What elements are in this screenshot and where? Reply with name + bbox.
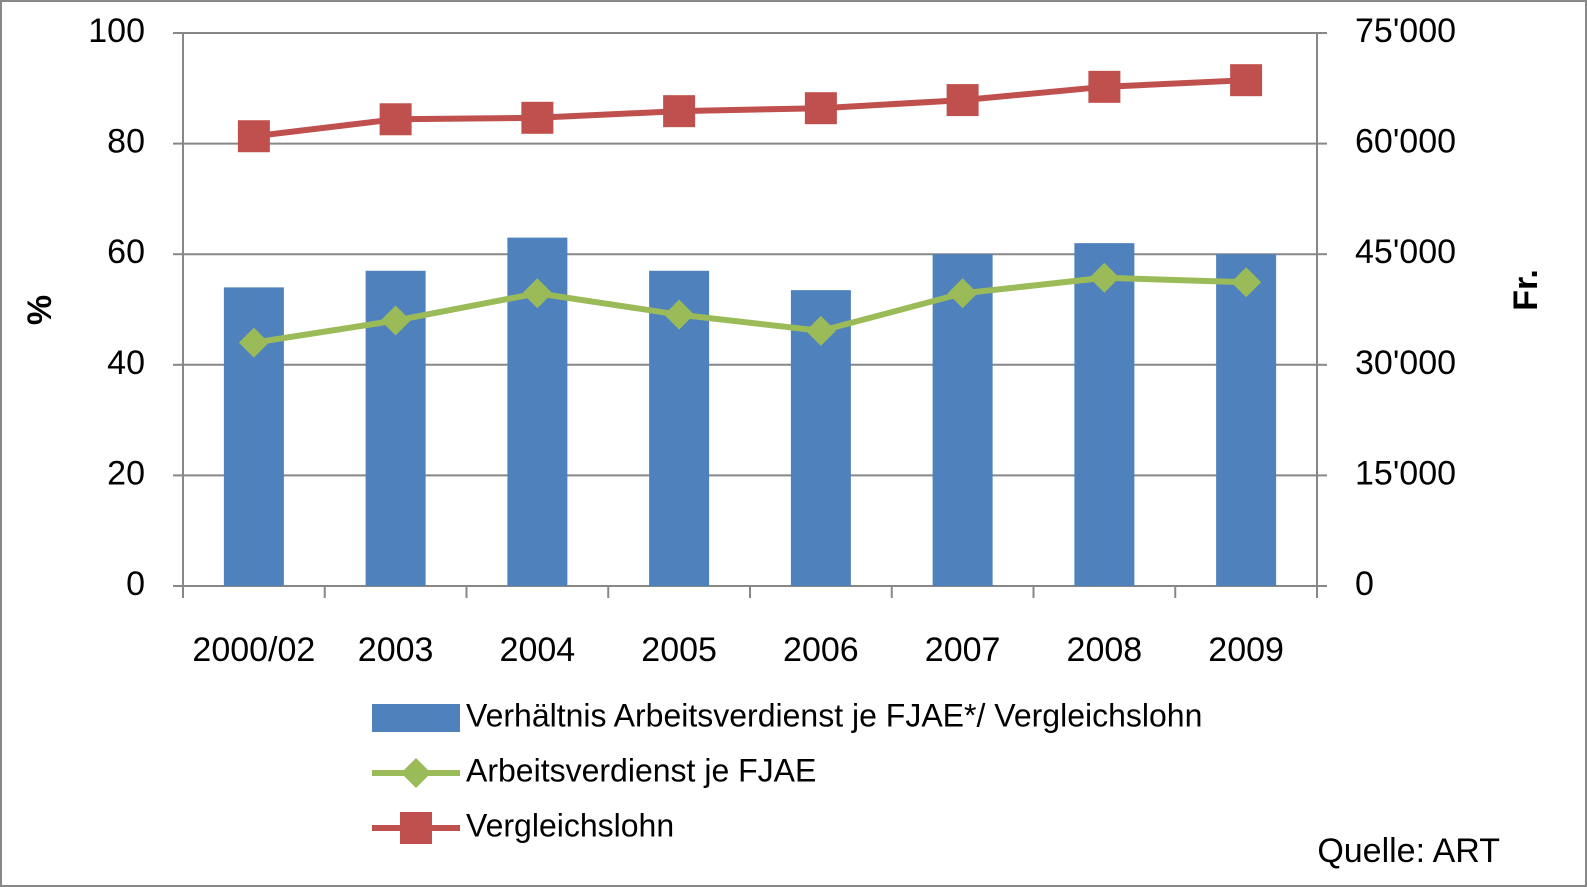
x-tick-label: 2008: [1067, 631, 1143, 669]
y-tick-label: 20: [107, 454, 145, 492]
bar: [932, 254, 993, 586]
y-tick-label: 80: [107, 123, 145, 161]
marker: [1089, 262, 1120, 293]
y2-axis-label: Fr.: [1507, 269, 1545, 311]
line: [253, 274, 1247, 346]
bar: [1074, 243, 1135, 586]
marker: [379, 103, 412, 136]
y2-tick-label: 75'000: [1355, 12, 1456, 50]
y-axis-label: %: [21, 295, 59, 325]
bar: [1216, 254, 1277, 586]
y2-tick-label: 0: [1355, 565, 1374, 603]
marker: [238, 327, 269, 358]
source-note: Quelle: ART: [1317, 832, 1500, 870]
marker: [805, 315, 836, 346]
legend-swatch: [372, 704, 460, 732]
y-tick-label: 0: [126, 565, 145, 603]
legend-label: Verhältnis Arbeitsverdienst je FJAE*/ Ve…: [466, 697, 1202, 733]
marker: [804, 92, 837, 125]
marker: [1230, 64, 1263, 97]
legend-label: Arbeitsverdienst je FJAE: [466, 752, 816, 788]
x-tick-label: 2009: [1208, 631, 1284, 669]
marker: [947, 278, 978, 309]
y-tick-label: 40: [107, 344, 145, 382]
y2-tick-label: 30'000: [1355, 344, 1456, 382]
marker: [946, 84, 979, 117]
x-tick-label: 2007: [925, 631, 1001, 669]
marker: [663, 95, 696, 128]
line: [253, 77, 1247, 140]
x-tick-label: 2005: [641, 631, 717, 669]
x-tick-label: 2000/02: [192, 631, 315, 669]
x-tick-label: 2006: [783, 631, 859, 669]
marker: [1231, 267, 1262, 298]
x-tick-label: 2003: [358, 631, 434, 669]
marker: [521, 101, 554, 134]
y2-tick-label: 15'000: [1355, 454, 1456, 492]
marker: [380, 305, 411, 336]
legend-marker: [401, 758, 431, 788]
legend-label: Vergleichslohn: [466, 807, 674, 843]
y2-tick-label: 45'000: [1355, 233, 1456, 271]
marker: [1088, 70, 1121, 103]
x-tick-label: 2004: [500, 631, 576, 669]
legend-marker: [400, 812, 432, 844]
marker: [664, 299, 695, 330]
y-tick-label: 100: [88, 12, 145, 50]
marker: [237, 120, 270, 153]
y-tick-label: 60: [107, 233, 145, 271]
y2-tick-label: 60'000: [1355, 123, 1456, 161]
marker: [522, 278, 553, 309]
